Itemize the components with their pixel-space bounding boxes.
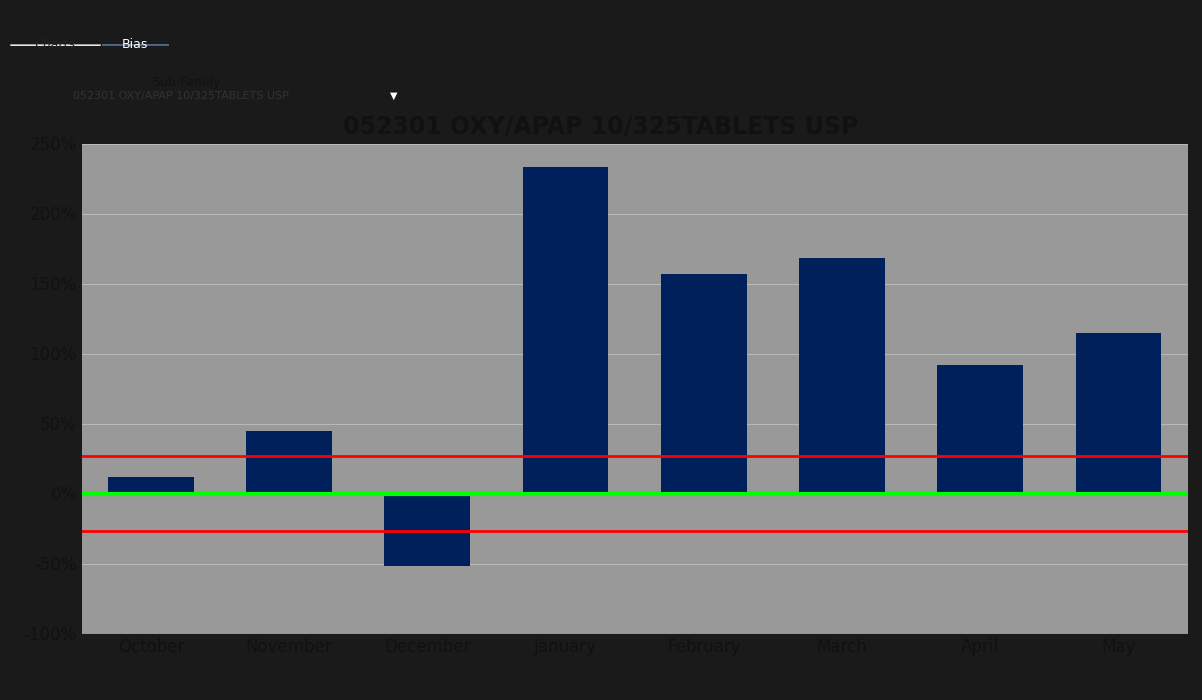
Bar bbox=[108, 477, 194, 494]
Text: 052301 OXY/APAP 10/325TABLETS USP: 052301 OXY/APAP 10/325TABLETS USP bbox=[73, 91, 288, 101]
FancyBboxPatch shape bbox=[102, 43, 168, 46]
Text: ▼: ▼ bbox=[389, 91, 397, 101]
Bar bbox=[385, 494, 470, 566]
FancyBboxPatch shape bbox=[10, 43, 100, 46]
Text: Charts: Charts bbox=[34, 38, 76, 51]
Bar bbox=[1076, 332, 1161, 494]
Text: Sub-Family: Sub-Family bbox=[153, 76, 220, 89]
Bar bbox=[661, 274, 746, 493]
Bar bbox=[523, 167, 608, 494]
Bar bbox=[246, 430, 332, 494]
Text: Bias: Bias bbox=[123, 38, 148, 51]
Bar bbox=[799, 258, 885, 494]
Text: 052301 OXY/APAP 10/325TABLETS USP: 052301 OXY/APAP 10/325TABLETS USP bbox=[344, 114, 858, 138]
Bar bbox=[938, 365, 1023, 493]
